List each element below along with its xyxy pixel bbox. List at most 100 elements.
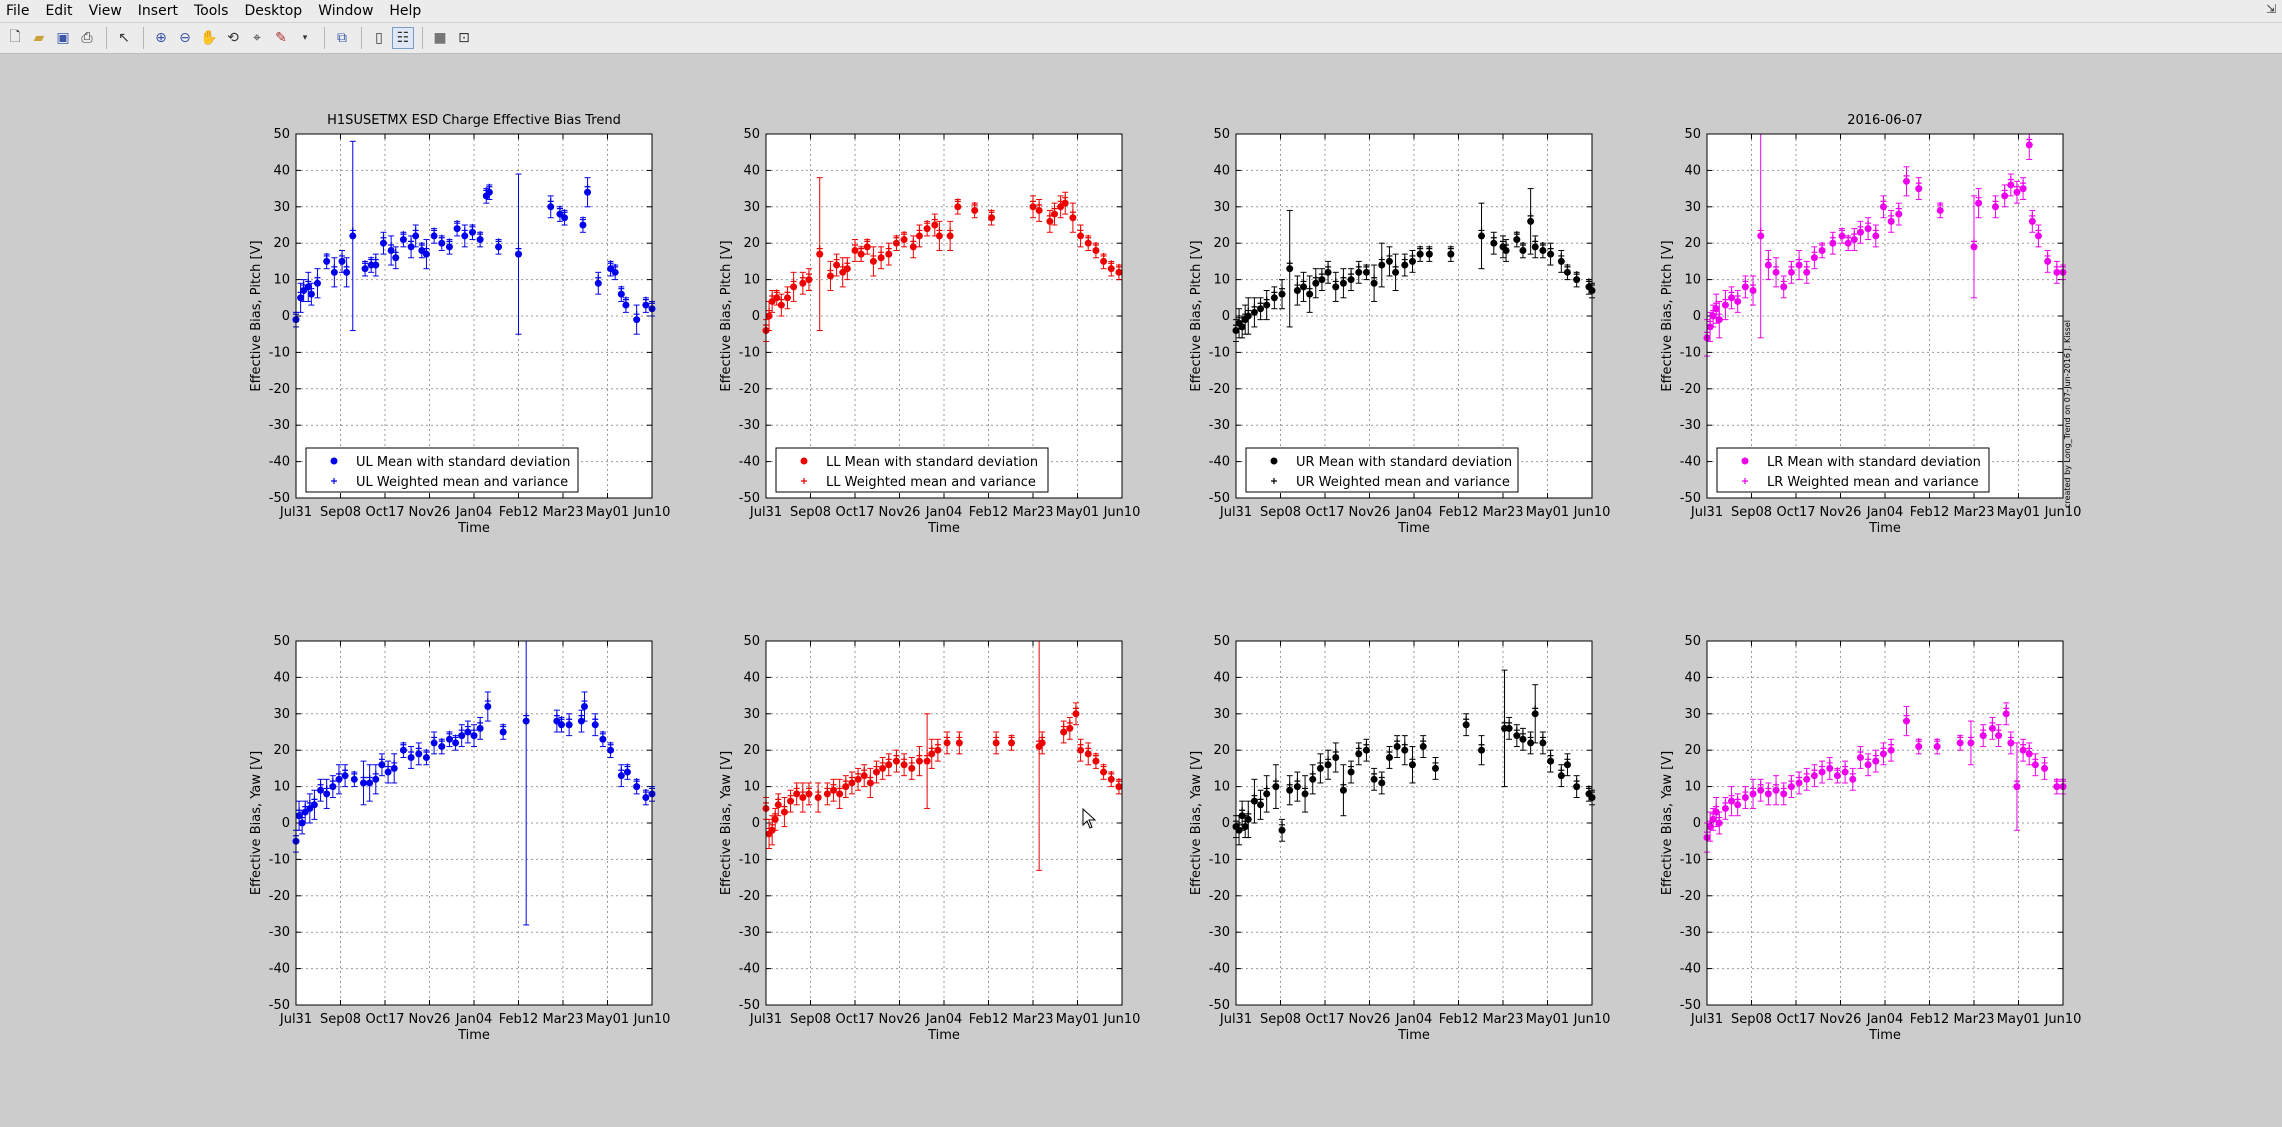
- weighted-mean-marker: [2026, 745, 2033, 752]
- weighted-mean-marker: [1478, 227, 1485, 234]
- close-icon[interactable]: ⇲: [2265, 2, 2276, 16]
- data-point: [1347, 768, 1355, 776]
- data-point: [1250, 308, 1258, 316]
- zoom-in-icon[interactable]: ⊕: [155, 30, 167, 46]
- data-point: [1293, 783, 1301, 791]
- data-point: [1115, 783, 1123, 791]
- data-point: [617, 772, 625, 780]
- weighted-mean-marker: [1915, 180, 1922, 187]
- data-point: [430, 232, 438, 240]
- new-file-icon[interactable]: 🗋: [9, 29, 21, 45]
- weighted-mean-marker: [1980, 727, 1987, 734]
- weighted-mean-marker: [852, 242, 858, 249]
- weighted-mean-marker: [873, 763, 880, 770]
- y-tick-label: -50: [1680, 998, 1701, 1013]
- menu-desktop[interactable]: Desktop: [244, 3, 303, 19]
- weighted-mean-marker: [844, 260, 851, 267]
- y-tick-label: 50: [1684, 634, 1701, 649]
- legend-entry: LL Weighted mean and variance: [826, 475, 1036, 490]
- print-icon[interactable]: ⎙: [81, 30, 93, 46]
- weighted-mean-marker: [1251, 303, 1258, 310]
- data-point: [323, 257, 331, 265]
- menu-window[interactable]: Window: [318, 3, 374, 19]
- weighted-mean-marker: [1100, 252, 1107, 259]
- data-point: [633, 316, 641, 324]
- weighted-mean-marker: [1558, 767, 1565, 774]
- data-point: [412, 232, 420, 240]
- data-point: [476, 724, 484, 732]
- x-tick-label: Feb12: [969, 1012, 1009, 1027]
- data-point: [1235, 826, 1243, 834]
- weighted-mean-marker: [2029, 212, 2036, 219]
- brush-dropdown-icon[interactable]: ▾: [302, 33, 308, 43]
- menu-help[interactable]: Help: [389, 3, 422, 19]
- data-point: [1826, 764, 1834, 772]
- legend-entry: LR Weighted mean and variance: [1767, 475, 1979, 490]
- data-point: [892, 757, 900, 765]
- weighted-mean-marker: [500, 723, 507, 730]
- weighted-mean-marker: [1780, 278, 1787, 285]
- data-cursor-icon[interactable]: ⌖: [253, 30, 261, 46]
- data-point: [1339, 786, 1347, 794]
- save-icon[interactable]: ▣: [56, 30, 70, 46]
- rotate-3d-icon[interactable]: ⟲: [227, 30, 239, 46]
- hide-plot-tools-icon[interactable]: ■: [433, 30, 447, 46]
- x-tick-label: Feb12: [499, 505, 539, 520]
- y-axis-label: Effective Bias, Pitch [V]: [1660, 240, 1675, 391]
- data-point: [378, 761, 386, 769]
- data-point: [445, 243, 453, 251]
- data-point: [773, 294, 781, 302]
- y-tick-label: -50: [269, 491, 290, 506]
- weighted-mean-marker: [477, 231, 484, 238]
- x-tick-label: Jan04: [1395, 1012, 1433, 1027]
- data-point: [988, 214, 996, 222]
- weighted-mean-marker: [1340, 781, 1347, 788]
- weighted-mean-marker: [1934, 738, 1941, 745]
- x-tick-label: Feb12: [1439, 505, 1479, 520]
- weighted-mean-marker: [908, 759, 915, 766]
- menu-tools[interactable]: Tools: [193, 3, 229, 19]
- weighted-mean-marker: [351, 770, 358, 777]
- x-tick-label: Nov26: [879, 505, 921, 520]
- weighted-mean-marker: [335, 770, 342, 777]
- menu-file[interactable]: File: [6, 3, 30, 19]
- x-tick-label: Mar23: [1953, 1012, 1994, 1027]
- subplot-7: Jul31 Sep08 Oct17 Nov26 Jan04 Feb12 Mar23 May01…: [1189, 634, 1610, 1043]
- data-point: [317, 786, 325, 794]
- weighted-mean-marker: [296, 807, 303, 814]
- data-point: [565, 721, 573, 729]
- menu-edit[interactable]: Edit: [45, 3, 73, 19]
- weighted-mean-marker: [1236, 821, 1243, 828]
- weighted-mean-marker: [1332, 278, 1339, 285]
- menu-view[interactable]: View: [88, 3, 122, 19]
- data-point: [1547, 757, 1555, 765]
- pointer-icon[interactable]: ↖: [118, 30, 130, 46]
- weighted-mean-marker: [461, 227, 468, 234]
- brush-icon[interactable]: ✎: [275, 30, 287, 46]
- pan-hand-icon[interactable]: ✋: [200, 30, 218, 46]
- weighted-mean-marker: [1971, 238, 1977, 245]
- x-tick-label: Jun10: [1103, 505, 1141, 520]
- weighted-mean-marker: [1573, 271, 1580, 278]
- menu-insert[interactable]: Insert: [137, 3, 178, 19]
- x-tick-label: Oct17: [365, 1012, 404, 1027]
- y-tick-label: 0: [1222, 816, 1230, 831]
- show-plot-tools-icon[interactable]: ⊡: [458, 30, 470, 46]
- weighted-mean-marker: [787, 792, 794, 799]
- colorbar-icon[interactable]: ▯: [375, 30, 383, 46]
- x-tick-label: Oct17: [365, 505, 404, 520]
- weighted-mean-marker: [936, 227, 943, 234]
- y-tick-label: 20: [273, 236, 290, 251]
- weighted-mean-marker: [1340, 274, 1347, 281]
- open-folder-icon[interactable]: ▰: [33, 30, 45, 46]
- zoom-out-icon[interactable]: ⊖: [179, 30, 191, 46]
- data-point: [2025, 750, 2033, 758]
- weighted-mean-marker: [1811, 767, 1818, 774]
- weighted-mean-marker: [515, 245, 522, 252]
- legend-icon[interactable]: ☷: [392, 27, 414, 49]
- link-icon[interactable]: ⧉: [337, 30, 347, 46]
- weighted-mean-marker: [1309, 770, 1316, 777]
- weighted-mean-marker: [1401, 741, 1408, 748]
- weighted-mean-marker: [1318, 271, 1325, 278]
- x-tick-label: May01: [1997, 505, 2040, 520]
